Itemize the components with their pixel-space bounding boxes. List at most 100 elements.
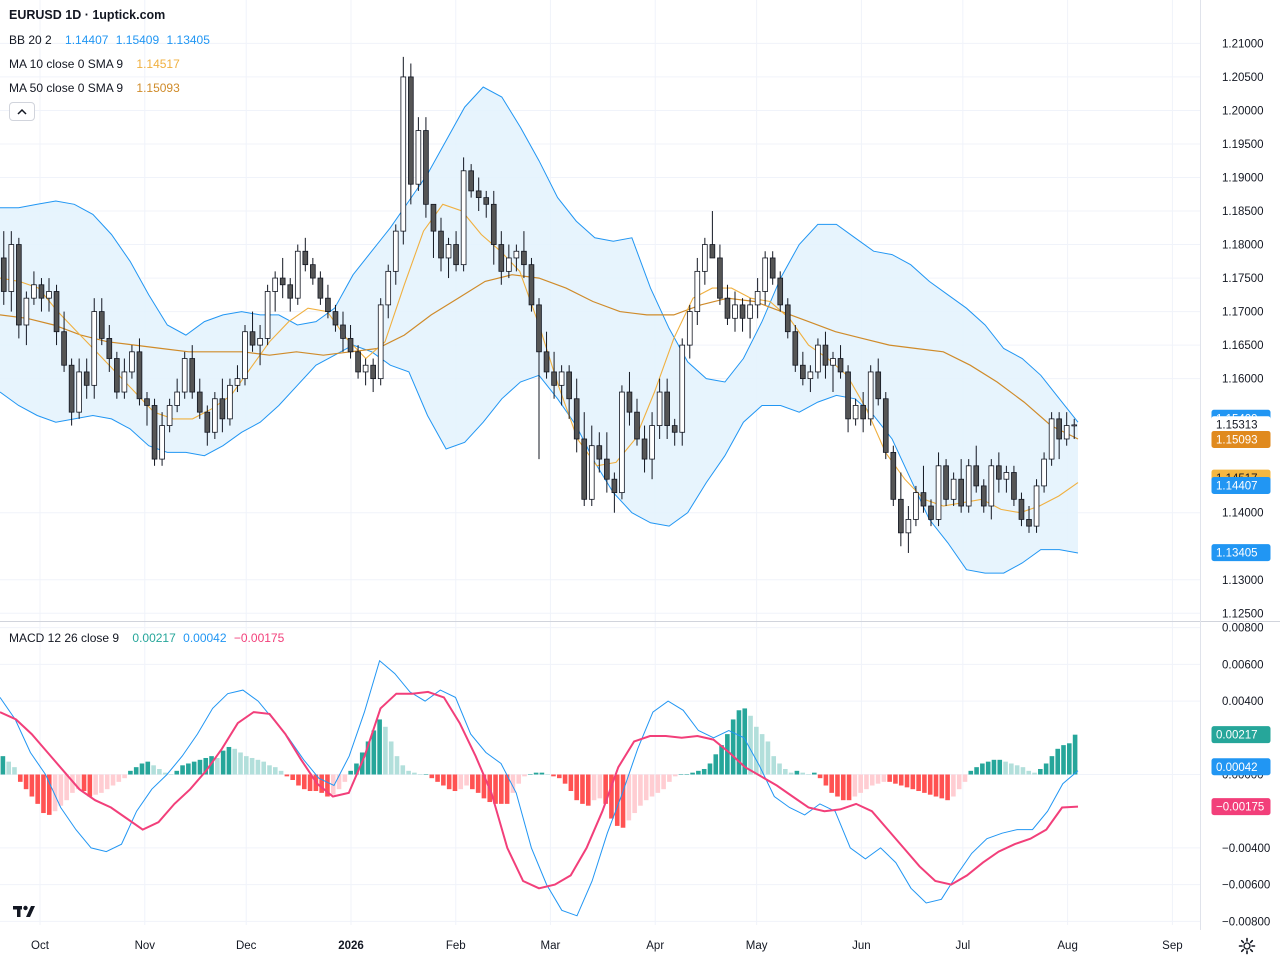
candle-body bbox=[1041, 458, 1047, 487]
chart-title: EURUSD 1D · 1uptick.com bbox=[9, 8, 166, 22]
macd-hist-bar bbox=[661, 774, 666, 790]
macd-hist-bar bbox=[991, 759, 997, 775]
macd-histogram bbox=[0, 708, 1078, 828]
macd-hist-bar bbox=[580, 774, 585, 804]
candle-body bbox=[558, 371, 565, 386]
time-tick-label: Dec bbox=[236, 940, 257, 952]
candle-body bbox=[317, 277, 324, 299]
macd-hist-bar bbox=[412, 772, 417, 775]
macd-hist-bar bbox=[87, 774, 93, 797]
macd-hist-bar bbox=[980, 763, 985, 775]
candle-body bbox=[920, 492, 927, 507]
macd-hist-bar bbox=[1067, 743, 1072, 775]
macd-hist-bar bbox=[754, 726, 759, 775]
macd-value-tag-bg bbox=[1211, 758, 1271, 776]
candle-body bbox=[98, 311, 105, 339]
candle-body bbox=[362, 364, 369, 373]
candle-body bbox=[965, 465, 972, 507]
macd-hist-bar bbox=[800, 772, 806, 775]
candle-body bbox=[31, 284, 37, 299]
macd-tick-label: 0.00600 bbox=[1222, 659, 1264, 671]
macd-hist-bar bbox=[574, 774, 579, 801]
macd-hist-bar bbox=[325, 774, 330, 797]
macd-hist-bar bbox=[829, 774, 834, 793]
macd-hist-bar bbox=[470, 774, 475, 790]
bb-legend-basis: 1.14407 bbox=[65, 33, 109, 47]
macd-value-tag: 0.00042 bbox=[1216, 762, 1258, 774]
macd-hist-bar bbox=[620, 774, 626, 828]
time-tick-label: Jun bbox=[852, 940, 871, 952]
macd-hist-bar bbox=[58, 774, 64, 806]
macd-hist-bar bbox=[499, 774, 504, 804]
candle-body bbox=[724, 297, 731, 319]
tv-logo-icon[interactable] bbox=[12, 900, 38, 922]
macd-hist-bar bbox=[591, 774, 597, 801]
macd-hist-bar bbox=[133, 767, 139, 775]
signal-line bbox=[0, 690, 1079, 890]
candle-body bbox=[483, 197, 490, 205]
candle-body bbox=[121, 371, 128, 393]
macd-hist-bar bbox=[1061, 745, 1066, 775]
candle-body bbox=[114, 358, 120, 393]
candle-body bbox=[1003, 472, 1010, 480]
macd-hist-bar bbox=[771, 756, 777, 775]
candle-body bbox=[747, 304, 753, 319]
price-axis: 1.21000 1.20500 1.20000 1.19500 1.19000 1.185… bbox=[31, 38, 1270, 952]
candle-body bbox=[822, 344, 829, 366]
candle-body bbox=[61, 331, 67, 366]
price-tick-label: 1.17500 bbox=[1222, 273, 1264, 285]
macd-hist-bar bbox=[568, 774, 574, 792]
candle-body bbox=[867, 371, 874, 420]
candle-body bbox=[882, 398, 889, 453]
time-tick-label: Jul bbox=[955, 940, 970, 952]
macd-hist-bar bbox=[128, 770, 133, 775]
candle-body bbox=[852, 405, 859, 420]
candle-body bbox=[566, 371, 572, 400]
candle-body bbox=[913, 492, 919, 520]
ma10-legend[interactable]: MA 10 close 0 SMA 9 1.14517 bbox=[9, 57, 184, 71]
candle-body bbox=[694, 270, 701, 312]
candle-body bbox=[279, 277, 286, 286]
candle-body bbox=[475, 190, 482, 199]
macd-hist-bar bbox=[887, 774, 892, 782]
time-tick-label: Nov bbox=[135, 940, 156, 952]
macd-hist-bar bbox=[52, 774, 58, 812]
macd-line bbox=[0, 659, 1079, 917]
macd-hist-bar bbox=[643, 774, 649, 801]
candle-body bbox=[438, 230, 444, 259]
macd-hist-bar bbox=[528, 774, 533, 775]
macd-hist-bar bbox=[145, 761, 151, 775]
candle-body bbox=[0, 257, 7, 292]
gear-icon[interactable] bbox=[1238, 937, 1256, 955]
macd-hist-bar bbox=[927, 774, 933, 795]
macd-hist-bar bbox=[649, 774, 655, 797]
candle-body bbox=[204, 411, 211, 433]
macd-hist-bar bbox=[713, 754, 719, 775]
macd-hist-bar bbox=[835, 774, 840, 797]
macd-hist-bar bbox=[765, 741, 771, 775]
macd-legend-label: MACD 12 26 close 9 bbox=[9, 631, 120, 645]
price-tick-label: 1.20000 bbox=[1222, 105, 1264, 117]
macd-hist-bar bbox=[336, 774, 342, 790]
macd-legend[interactable]: MACD 12 26 close 9 0.00217 0.00042 −0.00… bbox=[9, 631, 288, 645]
macd-hist-bar bbox=[307, 774, 313, 792]
ma50-legend[interactable]: MA 50 close 0 SMA 9 1.15093 bbox=[9, 81, 184, 95]
macd-hist-bar bbox=[23, 774, 29, 790]
macd-hist-bar bbox=[585, 774, 591, 806]
candle-body bbox=[340, 324, 346, 339]
macd-hist-bar bbox=[667, 774, 672, 782]
candle-body bbox=[800, 364, 806, 380]
macd-hist-bar bbox=[464, 774, 469, 786]
price-tick-label: 1.16500 bbox=[1222, 340, 1264, 352]
macd-hist-bar bbox=[806, 774, 811, 775]
macd-hist-bar bbox=[371, 730, 377, 775]
bb-legend[interactable]: BB 20 2 1.14407 1.15409 1.13405 bbox=[9, 33, 214, 47]
candle-body bbox=[370, 364, 376, 380]
collapse-legend-button[interactable] bbox=[9, 102, 35, 121]
candle-body bbox=[151, 405, 158, 460]
candle-body bbox=[807, 371, 814, 380]
macd-hist-bar bbox=[840, 774, 846, 801]
candle-body bbox=[890, 451, 897, 500]
candle-body bbox=[905, 519, 912, 534]
